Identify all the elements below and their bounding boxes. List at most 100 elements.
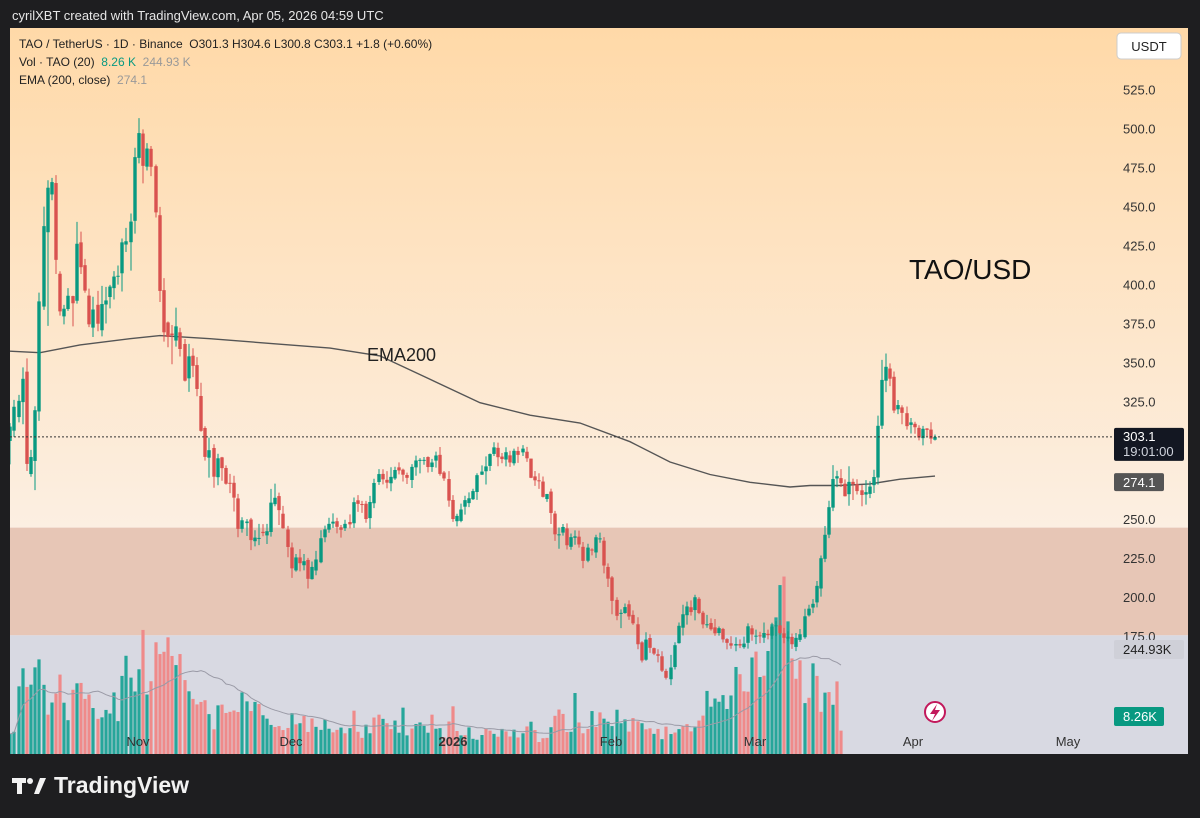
candle: [58, 273, 62, 312]
volume-bar: [673, 732, 677, 754]
candle: [652, 648, 656, 654]
candle: [10, 426, 12, 441]
volume-bar: [174, 665, 178, 754]
volume-bar: [430, 714, 434, 754]
volume-bar: [360, 737, 364, 754]
volume-bar: [302, 716, 306, 754]
candle: [521, 448, 525, 453]
volume-bar: [742, 691, 746, 754]
candle: [648, 637, 652, 648]
chart-frame[interactable]: 550.0525.0500.0475.0450.0425.0400.0375.0…: [10, 28, 1188, 754]
candle: [195, 365, 199, 389]
candle: [459, 509, 463, 521]
candle: [619, 612, 623, 614]
volume-bar: [512, 729, 516, 754]
candle: [212, 447, 216, 477]
candle: [46, 187, 50, 233]
candle: [100, 304, 104, 331]
volume-bar: [709, 706, 713, 754]
candle: [71, 296, 75, 304]
candle: [673, 645, 677, 668]
candle: [187, 356, 191, 379]
volume-bar: [66, 720, 70, 754]
candle: [843, 483, 847, 497]
volume-bar: [170, 655, 174, 754]
volume-bar: [368, 733, 372, 754]
volume-bar: [467, 727, 471, 754]
candle: [656, 654, 660, 656]
volume-bar: [120, 675, 124, 754]
volume-bar: [652, 733, 656, 754]
volume-bar: [442, 737, 446, 754]
candle: [827, 507, 831, 535]
candle: [847, 481, 851, 495]
candle: [819, 558, 823, 589]
volume-bar: [50, 702, 54, 754]
volume-bar: [418, 722, 422, 754]
volume-bar: [774, 617, 778, 754]
volume-bar: [216, 705, 220, 754]
candle: [405, 474, 409, 478]
volume-bar: [537, 742, 541, 754]
volume-bar: [541, 738, 545, 754]
volume-bar: [807, 697, 811, 754]
candle: [87, 295, 91, 325]
volume-bar: [54, 693, 58, 754]
candle: [537, 480, 541, 482]
candle: [245, 521, 249, 524]
ema-price-label-bg: [1114, 473, 1164, 492]
price-chart[interactable]: 550.0525.0500.0475.0450.0425.0400.0375.0…: [10, 28, 1188, 754]
volume-bar: [83, 698, 87, 754]
volume-bar: [471, 738, 475, 754]
candle: [129, 221, 133, 243]
volume-bar: [488, 730, 492, 754]
candle: [794, 637, 798, 647]
volume-bar: [108, 713, 112, 754]
y-tick-label: 425.0: [1123, 239, 1156, 254]
y-tick-label: 475.0: [1123, 161, 1156, 176]
volume-bar: [610, 726, 614, 754]
candle: [549, 491, 553, 513]
volume-bar: [553, 715, 557, 754]
volume-bar: [100, 717, 104, 754]
candle: [480, 471, 484, 475]
candle: [512, 450, 516, 464]
candle: [434, 455, 438, 461]
volume-bar: [281, 730, 285, 754]
volume-bar: [819, 711, 823, 754]
candle: [220, 457, 224, 469]
volume-bar: [738, 674, 742, 754]
volume-label-bg: [1114, 707, 1164, 726]
volume-label: 8.26K: [1123, 709, 1157, 724]
candle: [851, 481, 855, 485]
candle: [884, 366, 888, 381]
volume-bar: [104, 709, 108, 754]
candle: [174, 326, 178, 341]
volume-bar: [705, 690, 709, 754]
candle: [79, 242, 83, 268]
volume-bar: [525, 726, 529, 754]
x-tick-label: Dec: [279, 734, 303, 749]
volume-bar: [484, 728, 488, 754]
candle: [249, 519, 253, 541]
candle: [319, 538, 323, 563]
volume-bar: [434, 728, 438, 754]
candle: [681, 614, 685, 628]
volume-bar: [516, 737, 520, 754]
candle: [664, 670, 668, 678]
candle: [236, 498, 240, 529]
candle: [900, 407, 904, 413]
legend-ema-label: EMA (200, close): [19, 73, 111, 87]
ema-price-label: 274.1: [1123, 475, 1156, 490]
volume-bar: [137, 669, 141, 754]
currency-button[interactable]: [1116, 32, 1182, 60]
candle: [729, 643, 733, 646]
candle: [913, 423, 917, 428]
candle: [261, 531, 265, 534]
volume-bar: [508, 736, 512, 754]
candle: [422, 459, 426, 461]
volume-bar: [778, 585, 782, 754]
candle: [758, 635, 762, 637]
volume-bar: [794, 678, 798, 754]
candle: [496, 447, 500, 458]
